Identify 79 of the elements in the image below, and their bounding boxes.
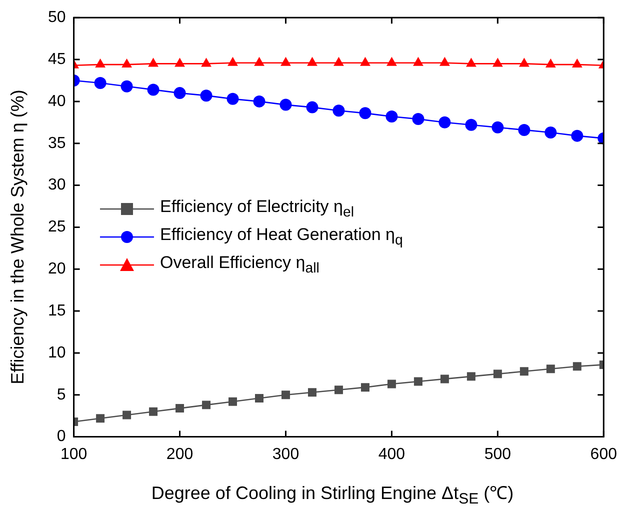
point	[572, 58, 582, 68]
y-axis-title: Efficiency in the Whole System η (%)	[8, 90, 28, 384]
point	[94, 76, 106, 89]
x-tick-label: 100	[60, 446, 88, 463]
x-tick-label: 600	[590, 446, 618, 463]
x-tick-label: 300	[272, 446, 300, 463]
point	[226, 92, 239, 105]
x-tick-label: 500	[484, 446, 512, 463]
point	[572, 362, 582, 371]
point	[412, 113, 424, 126]
point	[545, 58, 556, 68]
y-tick-label: 35	[48, 134, 66, 152]
point	[147, 84, 160, 96]
point	[386, 56, 397, 66]
point	[518, 124, 530, 136]
point	[228, 56, 238, 66]
point	[440, 56, 450, 66]
point	[174, 58, 185, 67]
point	[386, 110, 398, 123]
point	[387, 380, 396, 388]
point	[414, 377, 422, 386]
point	[360, 56, 370, 66]
point	[359, 107, 372, 120]
y-tick-label: 5	[56, 386, 66, 404]
point	[202, 400, 211, 410]
y-tick-label: 10	[48, 344, 66, 362]
point	[308, 388, 316, 397]
point	[95, 58, 106, 68]
point	[465, 118, 478, 131]
point	[122, 410, 132, 420]
point	[334, 56, 344, 66]
point	[96, 414, 105, 423]
point	[520, 367, 528, 376]
legend-label: Efficiency of Electricity η$_{el}$	[160, 197, 354, 221]
point	[571, 130, 584, 142]
y-tick-label: 0	[56, 428, 66, 446]
point	[546, 364, 555, 374]
point	[493, 370, 502, 378]
point	[280, 56, 291, 66]
legend-label: Efficiency of Heat Generation η$_{q}$	[160, 225, 403, 249]
point	[122, 58, 132, 68]
point	[253, 95, 266, 108]
point	[413, 56, 424, 66]
point	[255, 394, 264, 402]
point	[492, 58, 503, 67]
point	[149, 407, 158, 416]
point	[201, 58, 212, 67]
point	[280, 98, 292, 111]
point	[148, 58, 158, 67]
point	[332, 104, 345, 117]
point	[120, 80, 133, 92]
point	[176, 404, 184, 413]
point	[438, 116, 451, 128]
y-tick-label: 30	[48, 176, 66, 194]
x-axis-title: Degree of Cooling in Stirling Engine Δt$_{SE}$ (℃)	[150, 482, 515, 508]
point	[466, 372, 476, 381]
point	[518, 58, 530, 67]
point	[306, 101, 318, 114]
y-tick-label: 20	[48, 260, 66, 278]
x-tick-label: 200	[166, 446, 194, 463]
y-tick-label: 50	[48, 9, 66, 26]
point	[334, 386, 343, 394]
point	[254, 56, 264, 66]
point	[281, 390, 290, 400]
y-tick-label: 45	[48, 50, 66, 68]
point	[360, 383, 370, 392]
point	[492, 121, 504, 134]
point	[228, 397, 237, 406]
legend-label: Overall Efficiency η$_{all}$	[160, 253, 320, 277]
point	[544, 126, 557, 138]
point	[200, 90, 212, 102]
y-tick-label: 40	[48, 92, 66, 110]
y-tick-label: 15	[48, 302, 66, 320]
y-tick-label: 25	[48, 218, 66, 236]
point	[466, 58, 476, 67]
x-tick-label: 400	[378, 446, 406, 463]
point	[174, 87, 186, 100]
point	[307, 56, 318, 66]
point	[440, 374, 449, 384]
